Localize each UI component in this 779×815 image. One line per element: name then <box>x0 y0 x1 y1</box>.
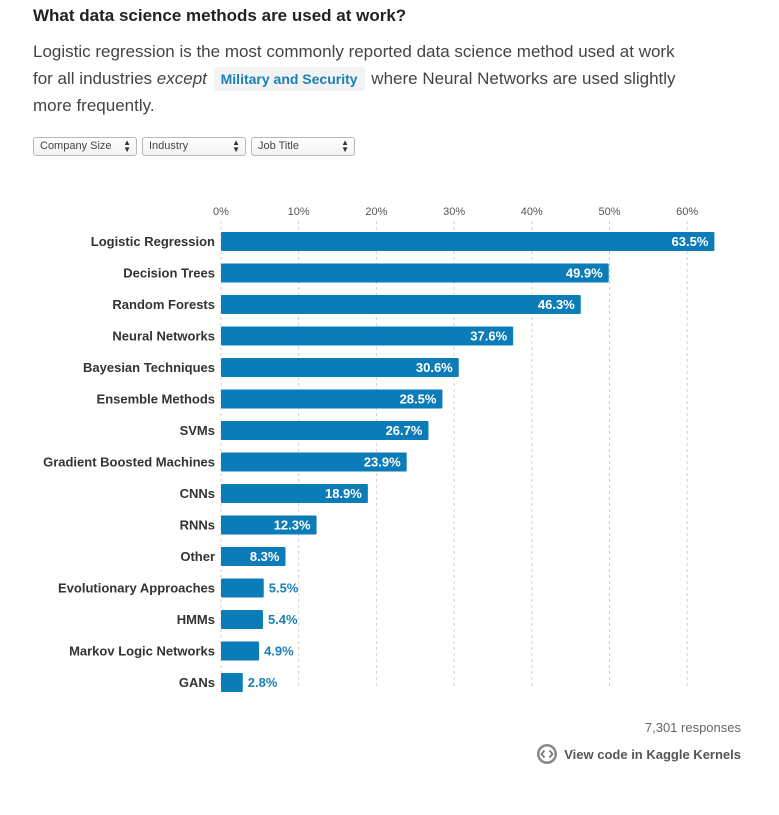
bar-value-label: 30.6% <box>416 360 453 375</box>
x-tick-label: 30% <box>443 206 465 218</box>
category-label: Neural Networks <box>112 329 215 344</box>
category-label: HMMs <box>177 612 215 627</box>
bar <box>221 263 609 283</box>
bar <box>221 389 443 409</box>
description-except: except <box>156 69 207 88</box>
bar-value-label: 28.5% <box>400 392 437 407</box>
industry-select[interactable]: Industry ▲ ▼ <box>142 137 246 156</box>
bar-value-label: 18.9% <box>325 486 362 501</box>
bar <box>221 358 459 377</box>
bar <box>221 515 317 535</box>
response-count: 7,301 responses <box>644 720 741 735</box>
x-tick-label: 20% <box>365 206 387 218</box>
bar <box>221 673 243 692</box>
bar-value-label: 4.9% <box>264 644 294 659</box>
bar-value-label: 12.3% <box>274 518 311 533</box>
select-arrows-icon: ▲ ▼ <box>123 138 131 154</box>
bar-value-label: 37.6% <box>470 329 507 344</box>
category-label: RNNs <box>180 518 215 533</box>
company-size-select-label: Company Size <box>40 140 112 152</box>
job-title-select[interactable]: Job Title ▲ ▼ <box>251 137 355 156</box>
highlight-industry-tag: Military and Security <box>213 67 365 91</box>
bar <box>221 421 429 440</box>
job-title-select-label: Job Title <box>258 140 299 152</box>
bar <box>221 326 514 346</box>
bar <box>221 578 264 598</box>
select-arrows-icon: ▲ ▼ <box>341 138 349 154</box>
category-label: SVMs <box>180 423 215 438</box>
category-label: Decision Trees <box>123 266 215 281</box>
x-tick-label: 60% <box>676 206 698 218</box>
bar-value-label: 26.7% <box>386 423 423 438</box>
category-label: Random Forests <box>112 297 215 312</box>
methods-bar-chart: 0% 10% 20% 30% 40% 50% 60% Logistic Regression 6… <box>43 206 715 692</box>
bar <box>221 547 286 566</box>
category-label: Bayesian Techniques <box>83 360 215 375</box>
page-title: What data science methods are used at wo… <box>33 6 407 25</box>
description-text-end: where Neural Networks are used slightly … <box>33 69 676 115</box>
bar <box>221 452 407 472</box>
bar-value-label: 46.3% <box>538 297 575 312</box>
category-label: Evolutionary Approaches <box>58 581 215 596</box>
x-tick-label: 50% <box>598 206 620 218</box>
company-size-select[interactable]: Company Size ▲ ▼ <box>33 137 137 156</box>
category-label: GANs <box>179 675 215 690</box>
description-text-start: Logistic regression is the most commonly… <box>33 42 675 88</box>
bar-value-label: 5.5% <box>269 581 299 596</box>
bar <box>221 484 368 503</box>
select-arrows-icon: ▲ ▼ <box>232 138 240 154</box>
filter-bar: Company Size ▲ ▼ Industry ▲ ▼ Job Title ▲ ▼ <box>33 137 355 156</box>
view-code-link[interactable]: View code in Kaggle Kernels <box>536 743 741 765</box>
category-label: Markov Logic Networks <box>69 644 215 659</box>
x-tick-label: 10% <box>288 206 310 218</box>
category-label: Gradient Boosted Machines <box>43 455 215 470</box>
bar-value-label: 63.5% <box>672 234 709 249</box>
x-tick-label: 40% <box>521 206 543 218</box>
category-label: Ensemble Methods <box>97 392 215 407</box>
bar <box>221 232 715 251</box>
category-label: Logistic Regression <box>91 234 215 249</box>
bar <box>221 610 263 629</box>
bar-value-label: 49.9% <box>566 266 603 281</box>
chart-description: Logistic regression is the most commonly… <box>33 38 693 119</box>
category-label: Other <box>180 549 215 564</box>
bar-value-label: 5.4% <box>268 612 298 627</box>
x-tick-label: 0% <box>213 206 229 218</box>
bar-value-label: 8.3% <box>250 549 280 564</box>
category-label: CNNs <box>180 486 215 501</box>
bar <box>221 641 260 661</box>
view-code-link-label: View code in Kaggle Kernels <box>564 746 741 762</box>
bar-value-label: 2.8% <box>248 675 278 690</box>
bar <box>221 295 581 314</box>
industry-select-label: Industry <box>149 140 189 152</box>
bar-value-label: 23.9% <box>364 455 401 470</box>
kaggle-kernels-icon <box>537 744 558 764</box>
